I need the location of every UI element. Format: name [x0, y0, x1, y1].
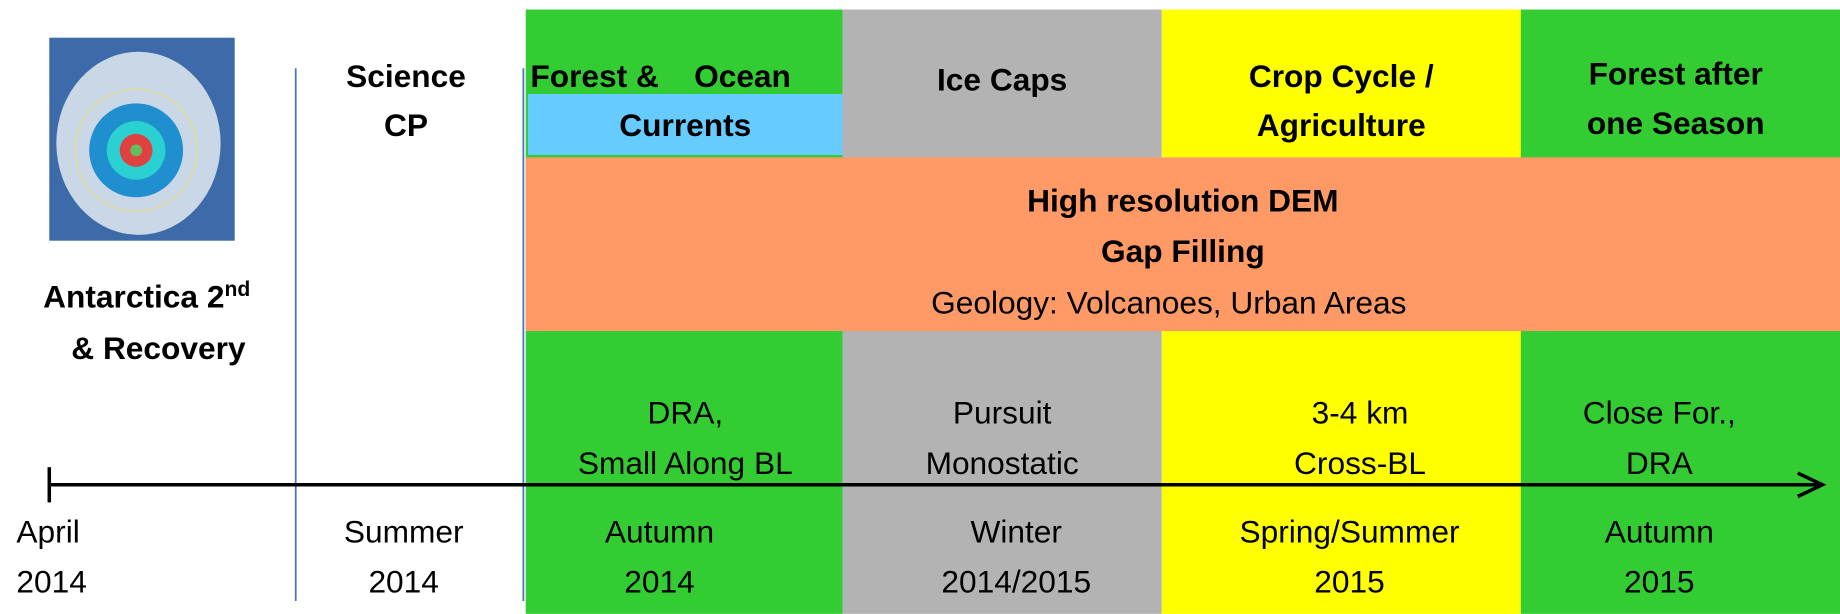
phase-note: Close For.,: [1583, 395, 1736, 431]
phase-title: Ice Caps: [937, 61, 1067, 97]
season-label: 2014: [368, 564, 438, 600]
season-label: Summer: [344, 513, 464, 549]
band-line: Geology: Volcanoes, Urban Areas: [931, 284, 1406, 320]
phase-title: Agriculture: [1257, 107, 1426, 143]
phase-title: Crop Cycle /: [1249, 58, 1434, 94]
mission-label-sup: nd: [224, 278, 250, 301]
mission-label: Antarctica 2nd: [43, 278, 250, 315]
phase-title: Science: [346, 58, 466, 94]
band-line: Gap Filling: [1101, 233, 1265, 269]
band-line: High resolution DEM: [1027, 182, 1338, 218]
ocean-block: [528, 94, 843, 156]
season-label: Autumn: [1605, 513, 1714, 549]
phase-note: Pursuit: [953, 395, 1052, 431]
phase-note: Small Along BL: [578, 445, 793, 481]
phase-note: DRA: [1626, 445, 1694, 481]
season-label: 2015: [1624, 564, 1694, 600]
season-label: 2014: [624, 564, 694, 600]
phase-note: Monostatic: [926, 445, 1079, 481]
mission-label-main: Antarctica 2: [43, 279, 224, 315]
start-label: April: [16, 513, 79, 549]
season-label: 2015: [1314, 564, 1384, 600]
phase-title: Currents: [619, 107, 751, 143]
dem-band: [525, 157, 1840, 332]
antarctica-image: [49, 37, 235, 241]
start-label: 2014: [16, 564, 86, 600]
season-label: Winter: [970, 513, 1062, 549]
phase-title: one Season: [1587, 105, 1765, 141]
phase-title: Forest & Ocean: [530, 58, 791, 94]
phase-note: DRA,: [647, 395, 723, 431]
season-label: 2014/2015: [941, 564, 1091, 600]
season-label: Autumn: [605, 513, 714, 549]
phase-title: Forest after: [1589, 56, 1763, 92]
phase-note: Cross-BL: [1294, 445, 1426, 481]
mission-label-line2: & Recovery: [71, 330, 246, 366]
timeline-arrow: [1796, 471, 1827, 499]
season-label: Spring/Summer: [1239, 513, 1459, 549]
phase-note: 3-4 km: [1312, 395, 1409, 431]
phase-title: CP: [384, 107, 428, 143]
